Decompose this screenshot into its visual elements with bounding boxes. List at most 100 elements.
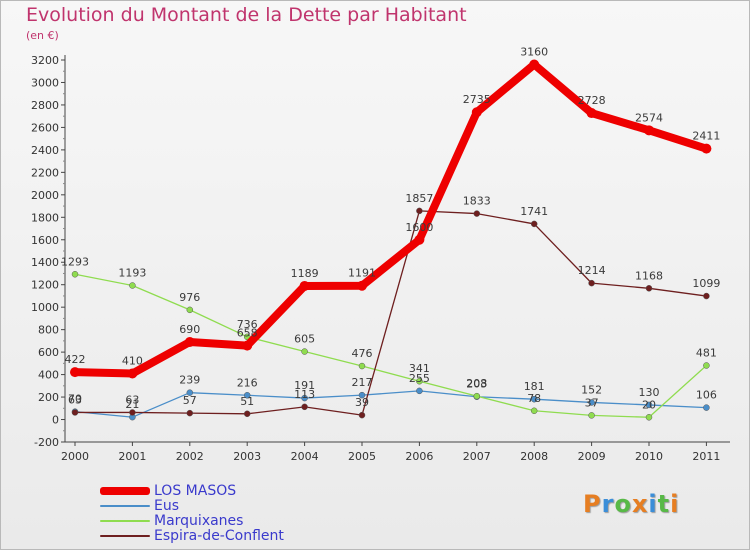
- data-point-los-masos: [471, 107, 482, 118]
- data-label-marquixanes: 736: [237, 318, 258, 331]
- x-tick-label: 2002: [176, 450, 204, 463]
- y-tick-label: 3200: [31, 54, 59, 67]
- data-point-espira-de-conflent: [129, 409, 136, 416]
- data-label-marquixanes: 341: [409, 362, 430, 375]
- data-point-los-masos: [414, 234, 425, 245]
- data-label-marquixanes: 1293: [61, 255, 89, 268]
- logo-letter: i: [648, 490, 658, 518]
- data-point-los-masos: [184, 337, 195, 348]
- data-label-espira-de-conflent: 57: [183, 394, 197, 407]
- data-label-eus: 130: [639, 386, 660, 399]
- x-tick-label: 2008: [520, 450, 548, 463]
- series-line-marquixanes: [74, 273, 708, 418]
- y-tick-label: 1400: [31, 256, 59, 269]
- y-tick-label: 600: [38, 346, 59, 359]
- data-point-marquixanes: [703, 362, 710, 369]
- legend-label-marquixanes: Marquixanes: [154, 513, 244, 529]
- legend-label-espira-de-conflent: Espira-de-Conflent: [154, 528, 284, 544]
- data-label-marquixanes: 37: [585, 396, 599, 409]
- y-tick-label: 1000: [31, 301, 59, 314]
- data-point-espira-de-conflent: [703, 292, 710, 300]
- data-point-marquixanes: [473, 392, 481, 400]
- data-point-marquixanes: [645, 414, 653, 421]
- x-tick-label: 2003: [233, 450, 261, 463]
- data-label-eus: 255: [409, 372, 430, 385]
- data-label-los-masos: 2411: [692, 130, 720, 143]
- y-tick-label: 0: [52, 414, 59, 427]
- data-label-espira-de-conflent: 63: [68, 393, 82, 406]
- legend-swatch-eus: [100, 505, 150, 507]
- chart-title: Evolution du Montant de la Dette par Hab…: [26, 4, 467, 26]
- data-label-los-masos: 1600: [405, 221, 433, 234]
- series-line-eus: [74, 390, 708, 418]
- data-label-los-masos: 1191: [348, 267, 376, 280]
- data-point-marquixanes: [416, 377, 423, 385]
- data-point-espira-de-conflent: [358, 411, 366, 419]
- series-line-espira-de-conflent: [74, 210, 708, 416]
- y-tick-label: 2000: [31, 189, 59, 202]
- data-label-los-masos: 690: [179, 323, 200, 336]
- data-label-los-masos: 3160: [520, 45, 548, 58]
- data-label-eus: 106: [696, 389, 717, 402]
- data-label-los-masos: 658: [237, 327, 258, 340]
- y-tick-label: 2400: [31, 144, 59, 157]
- y-tick-label: 2200: [31, 166, 59, 179]
- data-point-espira-de-conflent: [301, 403, 308, 411]
- logo-letter: r: [601, 490, 615, 518]
- y-tick-label: 1800: [31, 211, 59, 224]
- data-label-eus: 203: [466, 378, 487, 391]
- data-point-espira-de-conflent: [645, 285, 653, 292]
- data-point-espira-de-conflent: [473, 210, 481, 217]
- data-point-eus: [645, 401, 653, 409]
- data-point-eus: [186, 389, 194, 396]
- data-label-espira-de-conflent: 1833: [463, 195, 491, 208]
- logo-letter: o: [614, 490, 632, 518]
- data-point-espira-de-conflent: [71, 409, 79, 416]
- data-label-los-masos: 2728: [578, 94, 606, 107]
- data-point-eus: [703, 404, 710, 411]
- data-point-eus: [530, 395, 538, 403]
- data-point-marquixanes: [186, 306, 194, 314]
- y-tick-label: -200: [34, 436, 59, 449]
- x-tick-label: 2004: [291, 450, 319, 463]
- x-tick-label: 2006: [405, 450, 433, 463]
- data-label-eus: 216: [237, 376, 258, 389]
- data-point-los-masos: [70, 367, 80, 378]
- data-label-marquixanes: 976: [179, 291, 200, 304]
- data-point-marquixanes: [358, 362, 366, 370]
- data-point-espira-de-conflent: [416, 207, 423, 215]
- data-point-los-masos: [586, 108, 597, 119]
- data-label-marquixanes: 20: [642, 398, 656, 411]
- data-point-marquixanes: [530, 407, 538, 415]
- data-point-eus: [301, 394, 308, 402]
- y-tick-label: 2600: [31, 121, 59, 134]
- data-label-marquixanes: 1193: [118, 266, 146, 279]
- y-tick-label: 2800: [31, 99, 59, 112]
- data-label-eus: 239: [179, 374, 200, 387]
- data-label-marquixanes: 476: [352, 347, 373, 360]
- data-label-marquixanes: 481: [696, 346, 717, 359]
- data-label-eus: 191: [294, 379, 315, 392]
- data-label-los-masos: 422: [65, 353, 86, 366]
- data-label-espira-de-conflent: 51: [240, 395, 254, 408]
- data-point-los-masos: [701, 143, 712, 154]
- logo-letter: t: [657, 490, 671, 518]
- y-tick-label: 1200: [31, 279, 59, 292]
- data-label-los-masos: 2574: [635, 111, 663, 124]
- data-label-espira-de-conflent: 1741: [520, 205, 548, 218]
- data-label-espira-de-conflent: 63: [125, 393, 139, 406]
- data-point-los-masos: [299, 280, 310, 291]
- data-point-eus: [416, 387, 423, 395]
- data-point-espira-de-conflent: [243, 410, 251, 418]
- data-point-los-masos: [644, 125, 654, 136]
- data-point-los-masos: [357, 280, 367, 291]
- data-point-espira-de-conflent: [530, 220, 538, 228]
- data-label-espira-de-conflent: 1099: [692, 277, 720, 290]
- data-label-marquixanes: 78: [527, 392, 541, 405]
- data-label-espira-de-conflent: 113: [294, 388, 315, 401]
- data-label-eus: 70: [68, 393, 82, 406]
- data-point-marquixanes: [71, 271, 79, 278]
- y-tick-label: 400: [38, 369, 59, 382]
- x-tick-label: 2001: [118, 450, 146, 463]
